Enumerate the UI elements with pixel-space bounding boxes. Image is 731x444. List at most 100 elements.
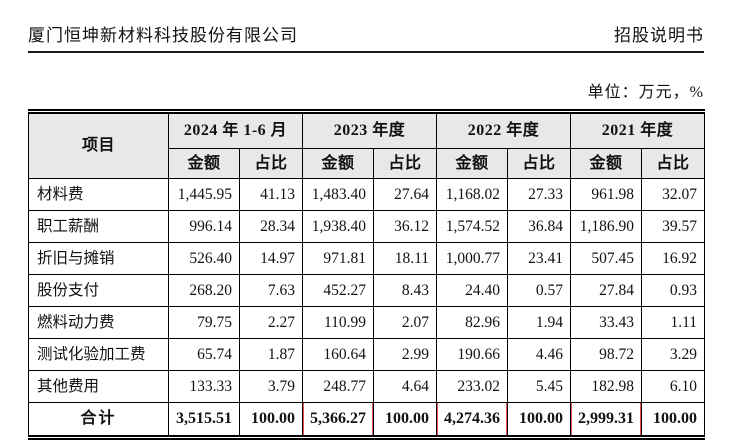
cell-value: 1,938.40 [302,210,374,243]
cell-value: 1.87 [239,338,303,371]
col-header-amount: 金额 [168,148,240,179]
unit-note: 单位：万元，% [587,84,704,101]
cell-value: 0.93 [641,274,706,307]
table-row-share-payment: 股份支付 268.20 7.63 452.27 8.43 24.40 0.57 … [28,274,706,307]
cell-value: 1,483.40 [302,178,374,211]
cell-value: 961.98 [570,178,643,211]
cell-value: 27.33 [507,178,572,211]
cell-value: 160.64 [302,338,374,371]
cell-value: 182.98 [570,370,643,403]
col-header-amount: 金额 [570,148,643,179]
cell-value: 0.57 [507,274,572,307]
cell-value: 1.94 [507,306,572,339]
table-row-testing: 测试化验加工费 65.74 1.87 160.64 2.99 190.66 4.… [28,338,706,371]
col-header-period-2023: 2023 年度 [301,111,438,149]
cell-value: 133.33 [168,370,240,403]
total-label: 合计 [28,402,169,438]
total-value: 3,515.51 [168,402,240,438]
sub-header-row: 金额 占比 金额 占比 金额 占比 金额 占比 [29,148,706,179]
cell-value: 248.77 [302,370,374,403]
cell-value: 41.13 [239,178,303,211]
cell-value: 1,168.02 [436,178,509,211]
cell-value: 27.64 [372,178,438,211]
cell-value: 14.97 [239,242,303,275]
row-label: 职工薪酬 [28,210,169,243]
total-value: 100.00 [239,402,303,438]
cell-value: 18.11 [372,242,438,275]
cell-value: 1,000.77 [436,242,509,275]
total-value-highlighted: 2,999.31 [570,402,643,438]
row-label: 燃料动力费 [28,306,169,339]
cost-breakdown-table: 项目 2024 年 1-6 月 2023 年度 2022 年度 2021 年度 … [28,109,706,440]
col-header-period-2024: 2024 年 1-6 月 [168,111,303,149]
col-header-ratio: 占比 [507,148,572,179]
row-label: 材料费 [28,178,169,211]
total-row: 合计 3,515.51 100.00 5,366.27 100.00 4,274… [28,402,706,438]
cell-value: 507.45 [570,242,643,275]
cell-value: 33.43 [570,306,643,339]
table-row-depreciation: 折旧与摊销 526.40 14.97 971.81 18.11 1,000.77… [28,242,706,275]
total-value-highlighted: 4,274.36 [436,402,509,438]
row-label: 股份支付 [28,274,169,307]
row-label: 测试化验加工费 [28,338,169,371]
cell-value: 4.46 [507,338,572,371]
table-row-salary: 职工薪酬 996.14 28.34 1,938.40 36.12 1,574.5… [28,210,706,243]
table-head: 项目 2024 年 1-6 月 2023 年度 2022 年度 2021 年度 … [28,111,706,179]
cell-value: 32.07 [641,178,706,211]
table-body: 材料费 1,445.95 41.13 1,483.40 27.64 1,168.… [28,178,706,438]
cell-value: 27.84 [570,274,643,307]
total-value: 100.00 [372,402,438,438]
cell-value: 1,186.90 [570,210,643,243]
col-header-ratio: 占比 [372,148,438,179]
cell-value: 7.63 [239,274,303,307]
cell-value: 82.96 [436,306,509,339]
col-header-amount: 金额 [302,148,374,179]
cell-value: 526.40 [168,242,240,275]
cell-value: 79.75 [168,306,240,339]
doc-type-label: 招股说明书 [614,26,704,45]
col-header-item: 项目 [28,111,169,179]
cell-value: 2.99 [372,338,438,371]
table-row-material: 材料费 1,445.95 41.13 1,483.40 27.64 1,168.… [28,178,706,211]
cell-value: 1,574.52 [436,210,509,243]
cell-value: 23.41 [507,242,572,275]
cell-value: 1,445.95 [168,178,240,211]
cell-value: 6.10 [641,370,706,403]
col-header-period-2021: 2021 年度 [570,111,706,149]
company-name: 厦门恒坤新材料科技股份有限公司 [28,26,298,45]
row-label: 折旧与摊销 [28,242,169,275]
cell-value: 3.29 [641,338,706,371]
cell-value: 36.84 [507,210,572,243]
cell-value: 4.64 [372,370,438,403]
cell-value: 190.66 [436,338,509,371]
cell-value: 28.34 [239,210,303,243]
cell-value: 24.40 [436,274,509,307]
cell-value: 39.57 [641,210,706,243]
document-header: 厦门恒坤新材料科技股份有限公司 招股说明书 [28,0,704,53]
cell-value: 452.27 [302,274,374,307]
cell-value: 1.11 [641,306,706,339]
col-header-amount: 金额 [436,148,509,179]
cell-value: 36.12 [372,210,438,243]
cell-value: 110.99 [302,306,374,339]
table-row-other: 其他费用 133.33 3.79 248.77 4.64 233.02 5.45… [28,370,706,403]
col-header-period-2022: 2022 年度 [436,111,572,149]
cell-value: 3.79 [239,370,303,403]
period-header-row: 项目 2024 年 1-6 月 2023 年度 2022 年度 2021 年度 [28,111,706,179]
cell-value: 98.72 [570,338,643,371]
cell-value: 2.27 [239,306,303,339]
total-value-highlighted: 5,366.27 [302,402,374,438]
col-header-ratio: 占比 [239,148,303,179]
total-value: 100.00 [641,402,706,438]
cell-value: 8.43 [372,274,438,307]
cell-value: 996.14 [168,210,240,243]
table-row-fuel-power: 燃料动力费 79.75 2.27 110.99 2.07 82.96 1.94 … [28,306,706,339]
cell-value: 65.74 [168,338,240,371]
cell-value: 268.20 [168,274,240,307]
total-value: 100.00 [507,402,572,438]
col-header-ratio: 占比 [641,148,706,179]
cell-value: 5.45 [507,370,572,403]
cell-value: 233.02 [436,370,509,403]
row-label: 其他费用 [28,370,169,403]
